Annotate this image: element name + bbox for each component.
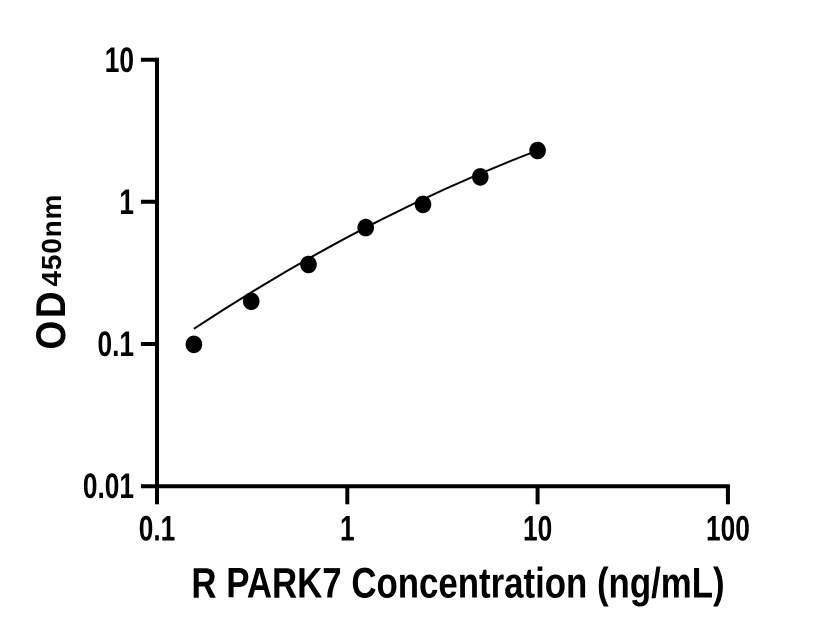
svg-text:R PARK7 Concentration (ng/mL): R PARK7 Concentration (ng/mL) xyxy=(191,560,724,607)
svg-text:1: 1 xyxy=(119,182,134,222)
svg-text:0.01: 0.01 xyxy=(83,467,134,507)
svg-text:OD: OD xyxy=(28,289,75,350)
svg-text:0.1: 0.1 xyxy=(139,509,175,549)
svg-text:10: 10 xyxy=(105,40,134,80)
svg-text:450nm: 450nm xyxy=(36,194,67,287)
svg-text:100: 100 xyxy=(706,509,750,549)
svg-text:0.1: 0.1 xyxy=(98,324,134,364)
svg-text:10: 10 xyxy=(523,509,552,549)
svg-text:1: 1 xyxy=(340,509,355,549)
